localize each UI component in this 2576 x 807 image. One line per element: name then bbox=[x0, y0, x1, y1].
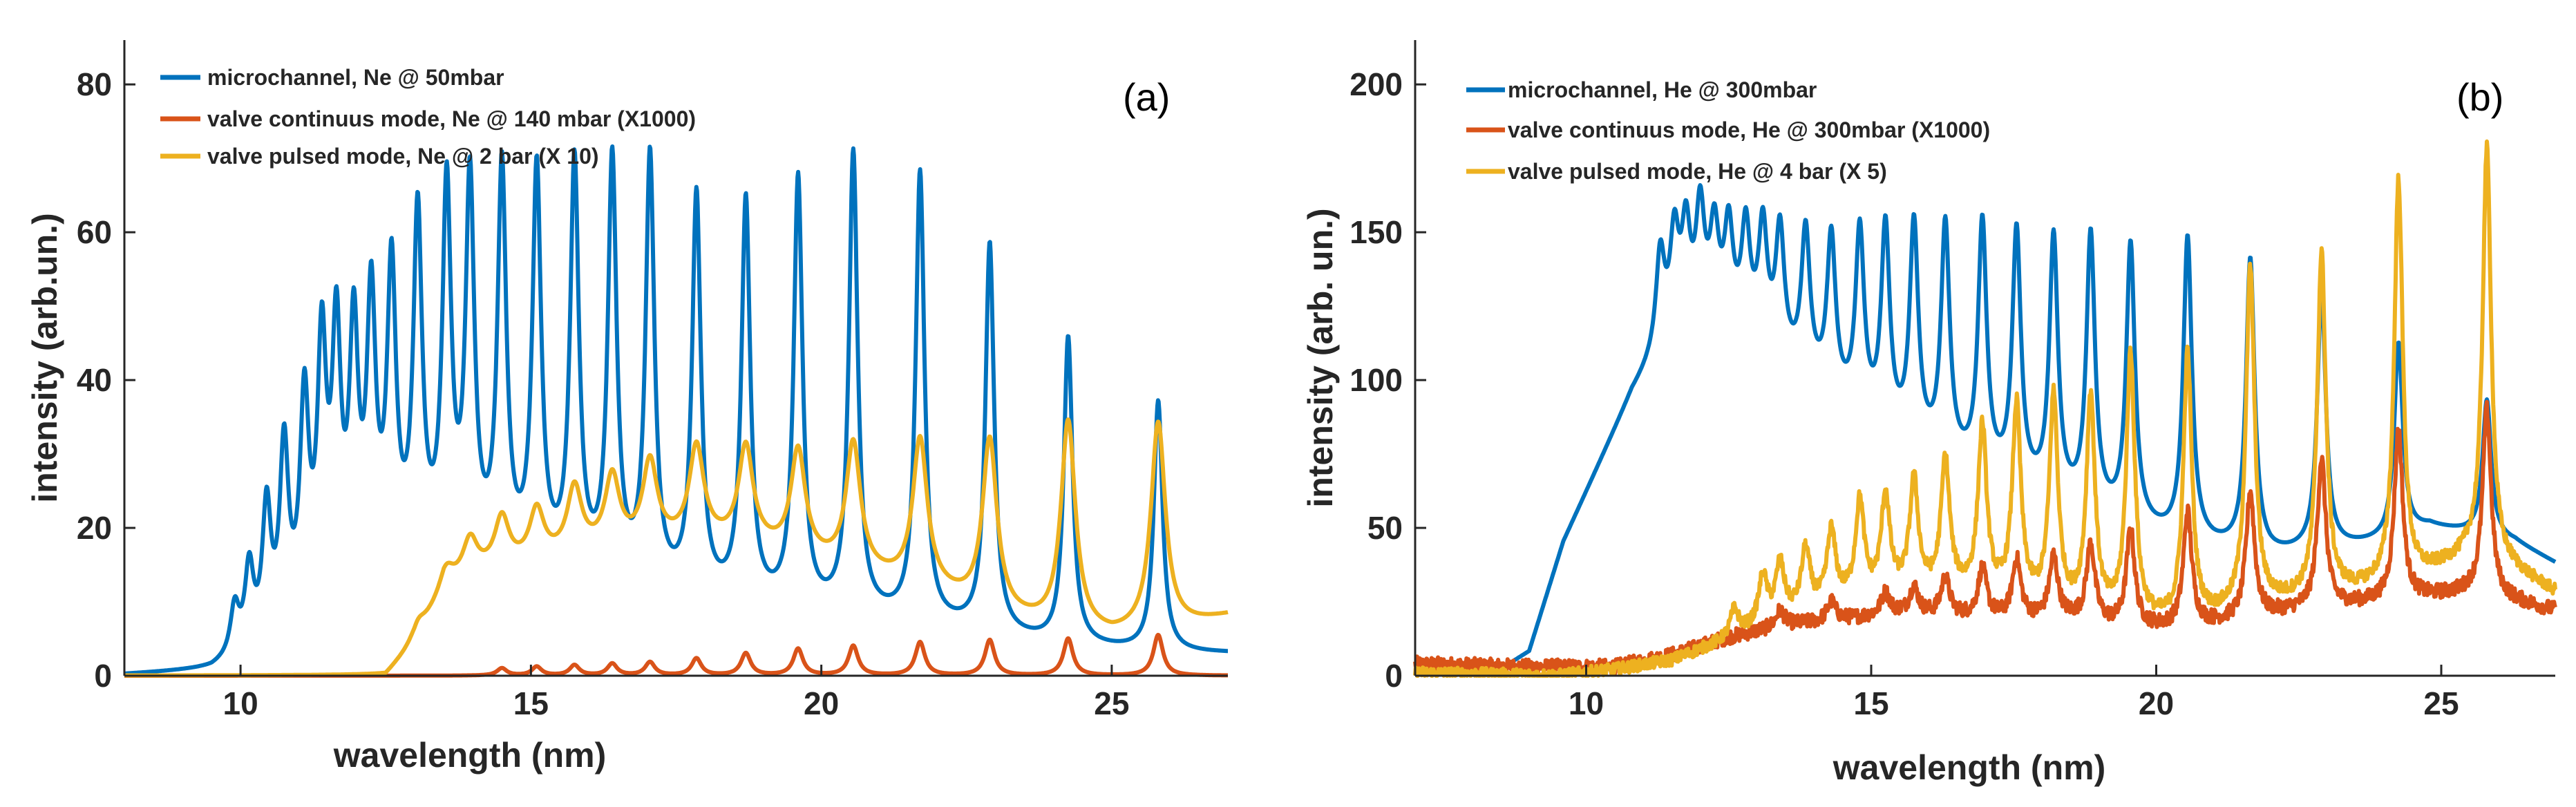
y-tick-label-a: 0 bbox=[94, 658, 112, 694]
y-tick-label-a: 60 bbox=[77, 214, 112, 250]
y-tick-label-a: 80 bbox=[77, 66, 112, 102]
series-line-a-0 bbox=[122, 144, 1230, 676]
series-line-b-1 bbox=[1413, 399, 2557, 676]
legend-b: microchannel, He @ 300mbar valve continu… bbox=[1466, 77, 1990, 184]
plot-area-a bbox=[124, 40, 1228, 676]
x-axis-label-b: wavelength (nm) bbox=[1832, 748, 2105, 787]
x-tick-label-a: 25 bbox=[1094, 685, 1129, 721]
x-tick-label-b: 25 bbox=[2423, 685, 2459, 721]
legend-label-b-1: valve continuus mode, He @ 300mbar (X100… bbox=[1508, 117, 1990, 142]
legend-label-b-2: valve pulsed mode, He @ 4 bar (X 5) bbox=[1508, 159, 1887, 184]
chart-panel-b: 10 15 20 25 0 50 100 150 200 wavelength (nm) int… bbox=[1301, 40, 2557, 787]
y-tick-label-a: 40 bbox=[77, 362, 112, 398]
y-tick-label-a: 20 bbox=[77, 510, 112, 546]
x-tick-label-a: 20 bbox=[804, 685, 839, 721]
y-tick-label-b: 50 bbox=[1367, 510, 1403, 546]
y-tick-label-b: 0 bbox=[1385, 658, 1403, 694]
x-axis-label-a: wavelength (nm) bbox=[333, 736, 606, 775]
x-tick-label-b: 10 bbox=[1569, 685, 1604, 721]
x-tick-label-b: 20 bbox=[2139, 685, 2174, 721]
series-layer-b bbox=[1413, 139, 2557, 678]
series-line-b-0 bbox=[1413, 183, 2557, 672]
x-tick-label-a: 15 bbox=[513, 685, 549, 721]
y-tick-label-b: 200 bbox=[1349, 66, 1403, 102]
ticks-a: 10 15 20 25 0 20 40 60 80 bbox=[77, 66, 1130, 721]
y-tick-label-b: 150 bbox=[1349, 214, 1403, 250]
legend-label-b-0: microchannel, He @ 300mbar bbox=[1508, 77, 1817, 102]
x-tick-label-a: 10 bbox=[223, 685, 258, 721]
panel-label-b: (b) bbox=[2456, 75, 2503, 119]
x-tick-label-b: 15 bbox=[1853, 685, 1888, 721]
ticks-b: 10 15 20 25 0 50 100 150 200 bbox=[1349, 66, 2459, 721]
y-tick-label-b: 100 bbox=[1349, 362, 1403, 398]
y-axis-label-b: intensity (arb. un.) bbox=[1301, 208, 1340, 507]
chart-panel-a: 10 15 20 25 0 20 40 60 80 wavelength (nm) intens… bbox=[26, 40, 1230, 775]
y-axis-label-a: intensity (arb.un.) bbox=[26, 213, 64, 502]
series-line-b-2 bbox=[1413, 139, 2557, 678]
legend-label-a-1: valve continuus mode, Ne @ 140 mbar (X10… bbox=[207, 106, 696, 131]
legend-a: microchannel, Ne @ 50mbar valve continuu… bbox=[160, 65, 696, 169]
legend-label-a-0: microchannel, Ne @ 50mbar bbox=[207, 65, 504, 90]
legend-label-a-2: valve pulsed mode, Ne @ 2 bar (X 10) bbox=[207, 144, 599, 169]
panel-label-a: (a) bbox=[1123, 75, 1170, 119]
